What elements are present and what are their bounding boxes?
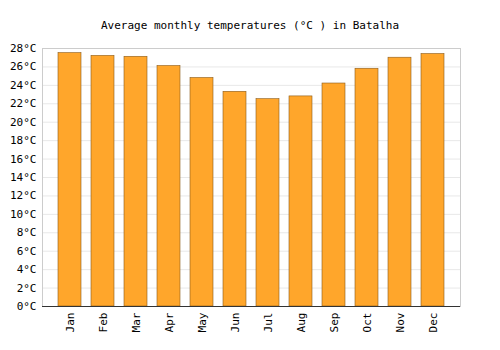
svg-text:22°C: 22°C <box>10 97 37 110</box>
svg-text:4°C: 4°C <box>17 263 37 276</box>
svg-text:Nov: Nov <box>394 312 407 332</box>
svg-text:16°C: 16°C <box>10 153 37 166</box>
svg-text:Mar: Mar <box>130 312 143 332</box>
svg-text:6°C: 6°C <box>17 245 37 258</box>
svg-text:Jul: Jul <box>262 313 275 333</box>
svg-text:28°C: 28°C <box>10 42 37 55</box>
svg-text:0°C: 0°C <box>17 300 37 313</box>
html-text:Average monthly temperatures (: Average monthly temperatures (°C ) in Ba… <box>101 19 399 32</box>
svg-text:Dec: Dec <box>427 313 440 333</box>
svg-text:8°C: 8°C <box>17 226 37 239</box>
svg-text:24°C: 24°C <box>10 79 37 92</box>
svg-text:18°C: 18°C <box>10 134 37 147</box>
svg-text:12°C: 12°C <box>10 189 37 202</box>
svg-text:Jan: Jan <box>64 313 77 333</box>
svg-text:Aug: Aug <box>295 313 308 333</box>
svg-text:Feb: Feb <box>97 313 110 333</box>
svg-text:Oct: Oct <box>361 313 374 333</box>
svg-text:14°C: 14°C <box>10 171 37 184</box>
svg-text:26°C: 26°C <box>10 60 37 73</box>
svg-text:10°C: 10°C <box>10 208 37 221</box>
svg-text:20°C: 20°C <box>10 116 37 129</box>
svg-text:2°C: 2°C <box>17 282 37 295</box>
svg-text:Jun: Jun <box>229 313 242 333</box>
svg-text:Sep: Sep <box>328 313 341 333</box>
svg-text:May: May <box>196 312 209 332</box>
svg-text:Apr: Apr <box>163 312 176 332</box>
